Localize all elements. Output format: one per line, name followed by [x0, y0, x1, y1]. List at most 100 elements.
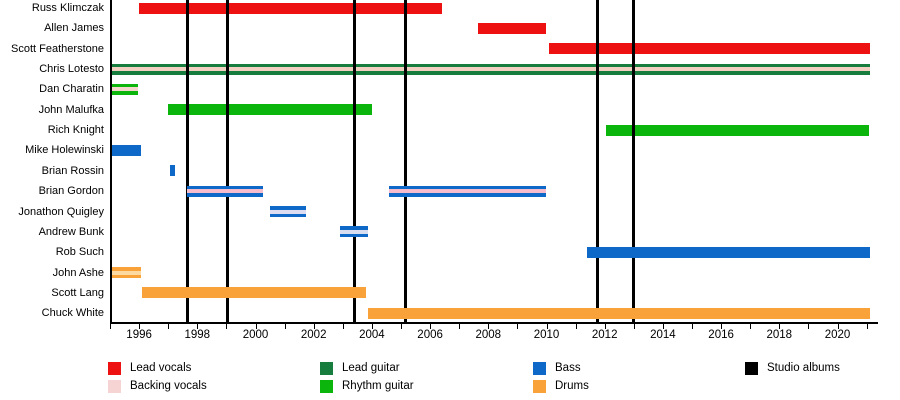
member-name: Andrew Bunk: [38, 225, 104, 238]
backing-vocals-stripe: [111, 87, 138, 92]
backing-vocals-stripe: [111, 270, 141, 275]
x-axis-tick: [255, 323, 257, 329]
legend-label: Drums: [555, 380, 589, 392]
x-axis-tick-label: 2000: [242, 329, 269, 341]
legend-label: Studio albums: [767, 362, 840, 374]
member-name: Brian Rossin: [41, 164, 104, 177]
member-name: Dan Charatin: [39, 83, 104, 96]
x-axis-tick: [139, 323, 141, 329]
legend-swatch: [108, 362, 121, 375]
studio-album-line: [632, 0, 636, 322]
x-axis-tick: [488, 323, 490, 329]
member-name: Chuck White: [41, 307, 104, 320]
x-axis-tick: [197, 323, 199, 329]
backing-vocals-stripe: [270, 209, 307, 214]
timeline-bar: [111, 83, 138, 95]
x-axis-tick: [168, 323, 170, 329]
x-axis-tick: [575, 323, 577, 329]
backing-vocals-stripe: [339, 229, 368, 234]
x-axis-tick: [604, 323, 606, 329]
member-name: Scott Featherstone: [11, 42, 104, 55]
timeline-bar: [169, 165, 176, 177]
legend-label: Backing vocals: [130, 380, 207, 392]
x-axis-tick-label: 2010: [533, 329, 560, 341]
studio-album-line: [226, 0, 230, 322]
member-name: Rich Knight: [47, 124, 104, 137]
timeline-bar: [111, 267, 141, 279]
timeline-bar: [587, 246, 870, 258]
member-name: John Ashe: [52, 266, 104, 279]
legend-label: Bass: [555, 362, 581, 374]
legend-swatch: [108, 380, 121, 393]
x-axis-tick: [662, 323, 664, 329]
x-axis-tick: [371, 323, 373, 329]
timeline-bar: [111, 63, 870, 75]
x-axis-tick: [837, 323, 839, 329]
timeline-bar: [478, 22, 547, 34]
member-name: Rob Such: [55, 246, 104, 259]
x-axis-tick-label: 2004: [359, 329, 385, 341]
x-axis-tick: [401, 323, 402, 329]
timeline-bar: [606, 124, 870, 136]
legend-label: Lead vocals: [130, 362, 192, 374]
x-axis-tick: [866, 323, 868, 329]
x-axis-tick: [342, 323, 344, 329]
x-axis-tick: [633, 323, 635, 329]
legend-swatch: [320, 380, 333, 393]
y-axis-line: [110, 0, 112, 323]
x-axis-line: [110, 322, 878, 324]
x-axis-tick: [226, 323, 228, 329]
x-axis-tick-label: 2016: [708, 329, 734, 341]
member-name: Mike Holewinski: [25, 144, 104, 157]
member-name: Jonathon Quigley: [18, 205, 104, 218]
timeline-bar: [142, 287, 367, 299]
x-axis-tick: [284, 323, 286, 329]
legend-swatch: [320, 362, 333, 375]
x-axis-tick: [459, 323, 461, 329]
x-axis-tick-label: 2006: [417, 329, 443, 341]
timeline-bar: [270, 206, 307, 217]
x-axis-tick-label: 1998: [184, 329, 211, 341]
legend-label: Rhythm guitar: [342, 380, 414, 392]
backing-vocals-stripe: [111, 67, 870, 72]
x-axis-tick-label: 2014: [650, 329, 676, 341]
studio-album-line: [352, 0, 356, 322]
member-name: Russ Klimczak: [31, 2, 104, 14]
x-axis-tick: [750, 323, 752, 329]
x-axis-tick-label: 2002: [300, 329, 327, 341]
x-axis-tick: [430, 323, 432, 329]
timeline-bar: [367, 307, 870, 319]
x-axis-tick: [808, 323, 810, 329]
x-axis-tick: [546, 323, 548, 329]
x-axis-tick-label: 2020: [824, 329, 851, 341]
studio-album-line: [185, 0, 189, 322]
timeline-bar: [111, 144, 141, 156]
member-name: Brian Gordon: [38, 185, 104, 198]
x-axis-tick-label: 1996: [126, 329, 152, 341]
backing-vocals-stripe: [389, 189, 547, 194]
timeline-bar: [549, 43, 870, 55]
x-axis-tick: [313, 323, 315, 329]
x-axis-tick: [110, 323, 111, 329]
timeline-bar: [187, 185, 263, 197]
x-axis-tick-label: 2018: [766, 329, 793, 341]
x-axis-tick: [721, 323, 723, 329]
timeline-bar: [168, 104, 372, 116]
legend-swatch: [533, 380, 546, 393]
member-name: Scott Lang: [51, 286, 104, 299]
studio-album-line: [403, 0, 407, 322]
member-name: Chris Lotesto: [39, 63, 104, 76]
x-axis-tick-label: 2012: [591, 329, 618, 341]
x-axis-tick: [779, 323, 781, 329]
timeline-bar: [389, 185, 547, 197]
x-axis-tick: [692, 323, 693, 329]
member-name: Allen James: [44, 22, 104, 35]
timeline-bar: [339, 226, 368, 238]
member-name: John Malufka: [38, 103, 104, 116]
x-axis-tick: [517, 323, 519, 329]
timeline-bar: [139, 2, 442, 14]
legend-swatch: [533, 362, 546, 375]
legend-swatch: [745, 362, 758, 375]
backing-vocals-stripe: [187, 189, 263, 194]
